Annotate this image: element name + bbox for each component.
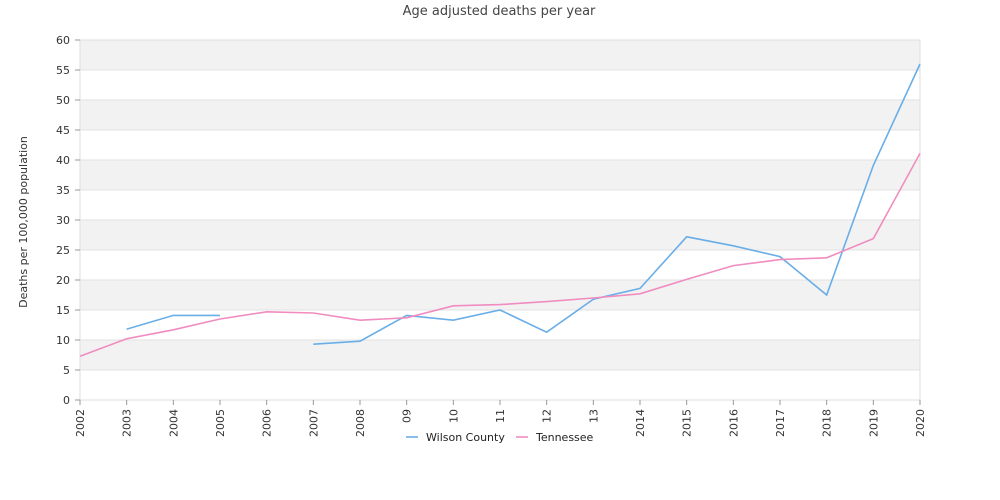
- grid-band: [80, 130, 920, 160]
- x-tick-label: 2004: [167, 409, 180, 437]
- x-tick-label: 2018: [821, 409, 834, 437]
- chart-title: Age adjusted deaths per year: [403, 4, 596, 19]
- x-tick-label: 2015: [681, 409, 694, 437]
- x-tick-label: 2007: [307, 409, 320, 437]
- x-tick-label: 13: [587, 409, 600, 423]
- grid-band: [80, 100, 920, 130]
- grid-band: [80, 250, 920, 280]
- x-tick-label: 2008: [354, 409, 367, 437]
- y-tick-label: 60: [56, 34, 70, 47]
- y-tick-label: 30: [56, 214, 70, 227]
- y-tick-label: 5: [63, 364, 70, 377]
- y-tick-label: 10: [56, 334, 70, 347]
- series-line-wilson-county: [126, 314, 220, 330]
- legend-label: Wilson County: [426, 431, 505, 444]
- legend-label: Tennessee: [535, 431, 594, 444]
- y-axis: 0 5 10 15 20 25 30 35 40 45 50 55 60: [56, 34, 80, 407]
- grid-band: [80, 280, 920, 310]
- y-tick-label: 50: [56, 94, 70, 107]
- x-tick-label: 2017: [774, 409, 787, 437]
- grid-bands: [80, 39, 920, 400]
- legend: Wilson County Tennessee: [406, 431, 594, 444]
- grid-band: [80, 70, 920, 100]
- grid-band: [80, 340, 920, 370]
- x-tick-label: 2002: [74, 409, 87, 437]
- y-tick-label: 35: [56, 184, 70, 197]
- y-tick-label: 25: [56, 244, 70, 257]
- x-tick-label: 2014: [634, 409, 647, 437]
- y-tick-label: 15: [56, 304, 70, 317]
- y-tick-label: 45: [56, 124, 70, 137]
- x-axis: 2002 2003 2004 2005 2006 2007 2008 09 10 11 12 13 20…: [74, 400, 927, 437]
- x-tick-label: 2006: [261, 409, 274, 437]
- grid-band: [80, 160, 920, 190]
- series-line-tennessee: [79, 153, 921, 357]
- grid-band: [80, 310, 920, 340]
- grid-band: [80, 370, 920, 400]
- x-tick-label: 2016: [727, 409, 740, 437]
- y-tick-label: 20: [56, 274, 70, 287]
- y-axis-title: Deaths per 100,000 population: [17, 136, 30, 308]
- y-tick-label: 0: [63, 394, 70, 407]
- x-tick-label: 2019: [867, 409, 880, 437]
- x-tick-label: 2020: [914, 409, 927, 437]
- x-tick-label: 11: [494, 409, 507, 423]
- grid-band: [80, 220, 920, 250]
- y-tick-label: 40: [56, 154, 70, 167]
- x-tick-label: 2003: [121, 409, 134, 437]
- grid-band: [80, 40, 920, 70]
- x-tick-label: 12: [541, 409, 554, 423]
- series-lines: [79, 63, 921, 357]
- x-tick-label: 2005: [214, 409, 227, 437]
- grid-band: [80, 190, 920, 220]
- x-tick-label: 10: [447, 409, 460, 423]
- x-tick-label: 09: [401, 409, 414, 423]
- y-tick-label: 55: [56, 64, 70, 77]
